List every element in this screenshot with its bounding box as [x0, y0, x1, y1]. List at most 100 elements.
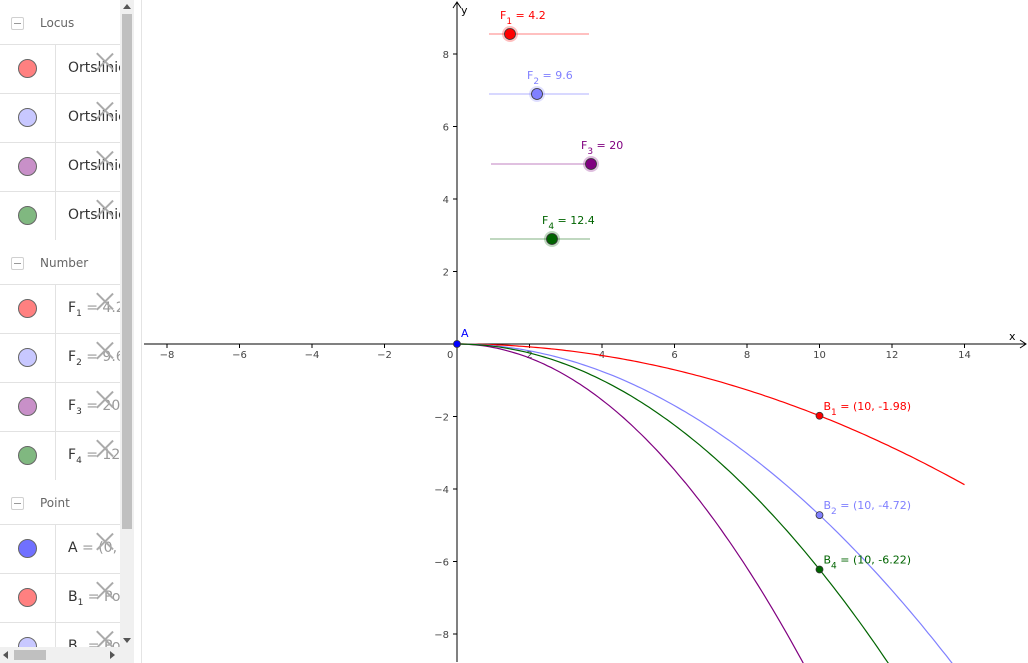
x-tick-label: −4	[305, 350, 320, 361]
visibility-marble-icon[interactable]	[18, 588, 37, 607]
visibility-toggle[interactable]	[0, 383, 56, 431]
delete-icon[interactable]	[96, 52, 114, 70]
visibility-marble-icon[interactable]	[18, 157, 37, 176]
delete-icon[interactable]	[96, 581, 114, 599]
group-header-number[interactable]: Number	[0, 240, 120, 284]
delete-icon[interactable]	[96, 292, 114, 310]
algebra-horizontal-scrollbar[interactable]	[0, 647, 120, 663]
slider-name: F	[581, 139, 587, 152]
delete-icon[interactable]	[96, 439, 114, 457]
visibility-toggle[interactable]	[0, 94, 56, 142]
slider-knob-f4[interactable]	[546, 233, 558, 245]
delete-icon[interactable]	[96, 390, 114, 408]
object-subscript: 3	[76, 406, 82, 417]
visibility-marble-icon[interactable]	[18, 108, 37, 127]
algebra-row-a[interactable]: A = (0, 0)	[0, 524, 120, 573]
locus-curve-ortslinie1[interactable]	[457, 343, 965, 486]
algebra-row-f2[interactable]: F2 = 9.6	[0, 333, 120, 382]
delete-icon[interactable]	[96, 630, 114, 648]
algebra-row-f1[interactable]: F1 = 4.2	[0, 284, 120, 333]
object-name: F	[68, 447, 77, 463]
locus-curve-ortslinie3[interactable]	[457, 343, 805, 663]
algebra-row-ortslinie1[interactable]: Ortslinie1	[0, 44, 120, 93]
y-tick-label: 6	[443, 123, 449, 134]
scroll-down-arrow-icon[interactable]	[123, 638, 131, 643]
visibility-toggle[interactable]	[0, 45, 56, 93]
visibility-marble-icon[interactable]	[18, 59, 37, 78]
point-b4-label: B4 = (10, -6.22)	[824, 553, 912, 571]
object-name: F	[68, 349, 77, 365]
x-tick-label: 6	[671, 350, 677, 361]
point-b2[interactable]	[815, 511, 824, 519]
visibility-marble-icon[interactable]	[18, 539, 37, 558]
scroll-left-arrow-icon[interactable]	[3, 651, 8, 659]
x-tick-label: −8	[160, 350, 175, 361]
visibility-marble-icon[interactable]	[18, 446, 37, 465]
visibility-toggle[interactable]	[0, 525, 56, 573]
visibility-toggle[interactable]	[0, 192, 56, 240]
y-axis-label: y	[461, 4, 468, 17]
x-tick-label: −6	[232, 350, 247, 361]
group-header-locus[interactable]: Locus	[0, 0, 120, 44]
scroll-right-arrow-icon[interactable]	[110, 651, 115, 659]
y-tick-label: 4	[443, 195, 449, 206]
algebra-vertical-scrollbar[interactable]	[120, 0, 134, 663]
scroll-up-arrow-icon[interactable]	[123, 4, 131, 9]
point-b2-label: B2 = (10, -4.72)	[824, 499, 912, 517]
point-a[interactable]	[453, 340, 461, 348]
slider-knob-f3[interactable]	[585, 158, 597, 170]
visibility-marble-icon[interactable]	[18, 397, 37, 416]
algebra-row-ortslinie2[interactable]: Ortslinie2	[0, 93, 120, 142]
point-b1[interactable]	[815, 411, 824, 420]
delete-icon[interactable]	[96, 199, 114, 217]
slider-knob-f1[interactable]	[504, 28, 516, 40]
algebra-row-ortslinie3[interactable]: Ortslinie3	[0, 142, 120, 191]
slider-value: = 9.6	[539, 69, 573, 82]
x-tick-label: −2	[377, 350, 392, 361]
visibility-marble-icon[interactable]	[18, 348, 37, 367]
delete-icon[interactable]	[96, 101, 114, 119]
x-tick-label: −8	[160, 350, 175, 361]
algebra-row-b1[interactable]: B1 = Point	[0, 573, 120, 622]
point-b4[interactable]	[815, 565, 824, 574]
visibility-toggle[interactable]	[0, 432, 56, 480]
delete-icon[interactable]	[96, 150, 114, 168]
delete-icon[interactable]	[96, 532, 114, 550]
collapse-icon[interactable]	[11, 17, 24, 30]
visibility-marble-icon[interactable]	[18, 206, 37, 225]
y-tick-label: −6	[434, 558, 449, 569]
x-tick-label: 10	[813, 350, 826, 361]
visibility-toggle[interactable]	[0, 143, 56, 191]
visibility-marble-icon[interactable]	[18, 299, 37, 318]
x-tick-label: 6	[671, 350, 677, 361]
algebra-row-f3[interactable]: F3 = 20	[0, 382, 120, 431]
y-tick-label: −2	[434, 413, 449, 424]
visibility-toggle[interactable]	[0, 334, 56, 382]
y-tick-label: −6	[434, 558, 449, 569]
slider-knob-f2[interactable]	[531, 88, 543, 100]
slider-name: F	[527, 69, 533, 82]
group-title: Number	[40, 256, 89, 270]
view-divider[interactable]	[134, 0, 142, 663]
delete-icon[interactable]	[96, 341, 114, 359]
slider-name: F	[500, 9, 506, 22]
group-header-point[interactable]: Point	[0, 480, 120, 524]
object-subscript: 2	[76, 357, 82, 368]
point-b1-label: B1 = (10, -1.98)	[824, 400, 912, 418]
visibility-toggle[interactable]	[0, 285, 56, 333]
y-tick-label: 8	[443, 50, 449, 61]
collapse-icon[interactable]	[11, 257, 24, 270]
point-coords: = (10, -6.22)	[837, 553, 911, 566]
slider-label-f1: F1 = 4.2	[500, 9, 546, 27]
object-name: F	[68, 398, 77, 414]
visibility-toggle[interactable]	[0, 574, 56, 622]
locus-curve-ortslinie2[interactable]	[457, 343, 957, 663]
algebra-row-ortslinie4[interactable]: Ortslinie4	[0, 191, 120, 240]
collapse-icon[interactable]	[11, 497, 24, 510]
scrollbar-thumb[interactable]	[122, 14, 132, 529]
object-name: F	[68, 300, 77, 316]
scrollbar-thumb[interactable]	[14, 650, 46, 660]
x-axis-label: x	[1009, 330, 1016, 343]
algebra-row-f4[interactable]: F4 = 12.4	[0, 431, 120, 480]
